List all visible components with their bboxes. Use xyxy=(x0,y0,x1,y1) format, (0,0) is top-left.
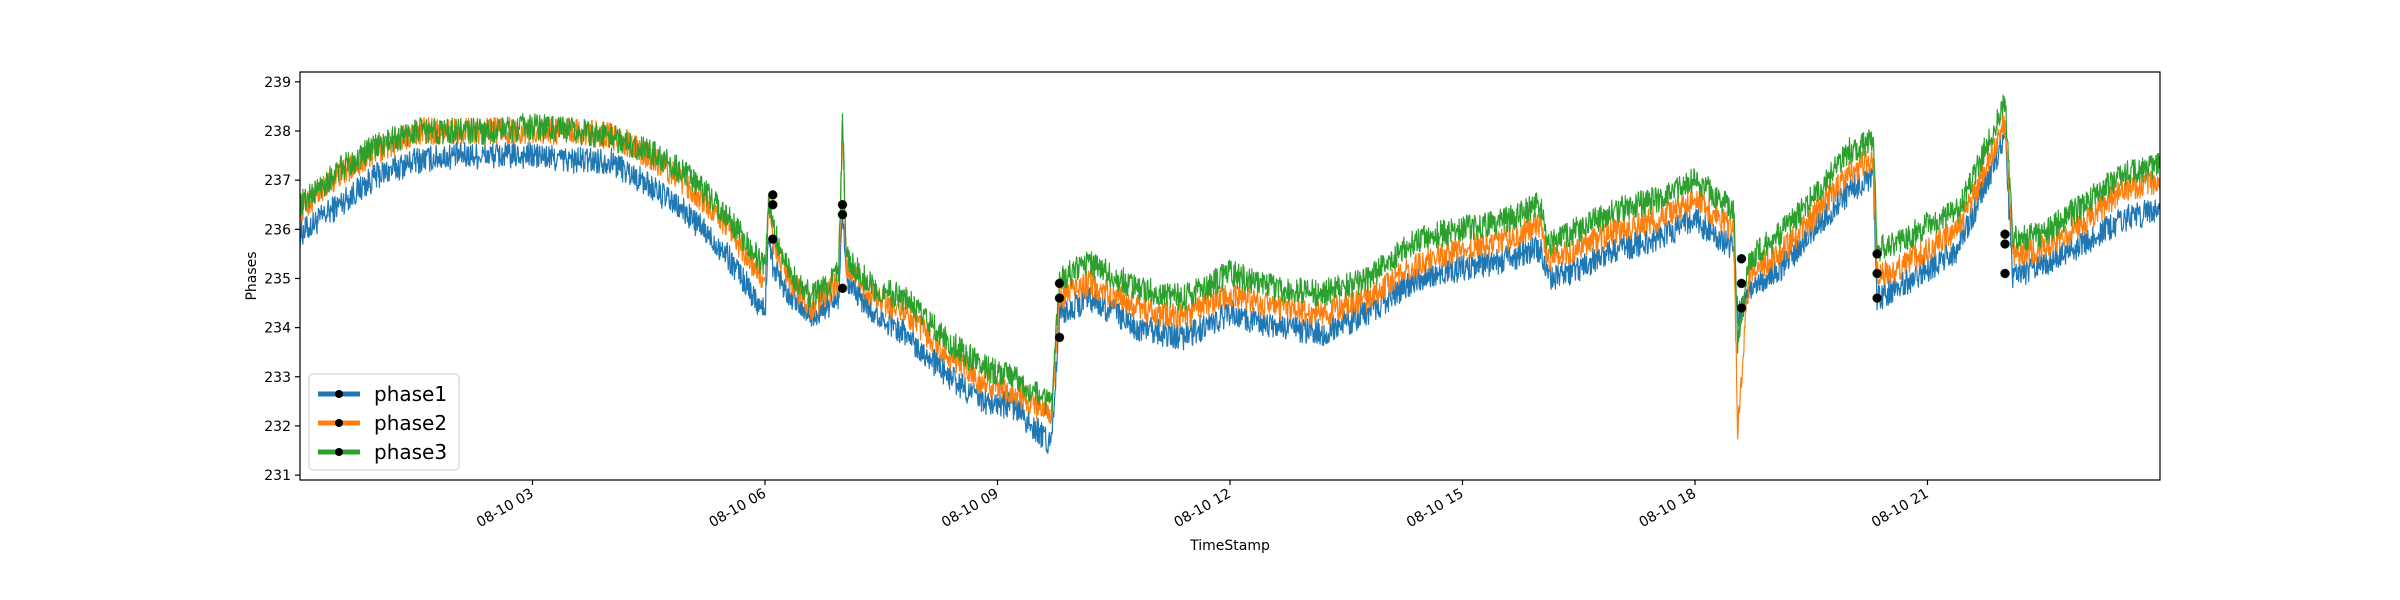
x-axis-label: TimeStamp xyxy=(1189,538,1270,554)
marker-phase3 xyxy=(1872,249,1882,259)
y-tick-label: 239 xyxy=(264,75,291,91)
legend-label-phase2: phase2 xyxy=(374,411,447,435)
y-tick-label: 236 xyxy=(264,222,291,238)
x-axis: 08-10 03 08-10 06 08-10 09 08-10 12 08-10 15… xyxy=(474,480,1932,531)
marker-phase2 xyxy=(837,209,848,220)
x-tick-label: 08-10 03 xyxy=(474,486,537,531)
y-tick-label: 232 xyxy=(264,419,291,435)
x-tick-label: 08-10 21 xyxy=(1869,486,1932,531)
marker-phase3 xyxy=(1054,278,1065,289)
legend: phase1 phase2 phase3 xyxy=(308,373,460,471)
marker-phase2 xyxy=(2000,229,2010,239)
legend-marker-phase1 xyxy=(335,390,343,398)
series-line-phase1 xyxy=(299,127,2161,454)
y-tick-label: 231 xyxy=(264,468,291,484)
legend-items: phase1 phase2 phase3 xyxy=(318,382,447,464)
marker-phase2 xyxy=(1872,268,1882,279)
marker-phase2 xyxy=(768,190,778,200)
legend-marker-phase2 xyxy=(335,419,343,427)
legend-label-phase1: phase1 xyxy=(374,382,447,406)
x-tick-label: 08-10 09 xyxy=(939,486,1002,531)
y-tick-label: 235 xyxy=(264,271,291,287)
y-axis: 231 232 233 234 235 236 237 238 239 xyxy=(264,75,300,484)
marker-phase1 xyxy=(2000,268,2010,279)
marker-phase1 xyxy=(1736,303,1747,313)
y-tick-label: 233 xyxy=(264,370,291,386)
marker-phase1 xyxy=(1872,293,1882,303)
marker-phase1 xyxy=(1054,332,1065,343)
marker-phase3 xyxy=(837,199,848,210)
x-tick-label: 08-10 12 xyxy=(1171,486,1234,531)
marker-phase3 xyxy=(768,199,778,210)
y-tick-label: 234 xyxy=(264,321,291,337)
x-tick-label: 08-10 06 xyxy=(706,486,769,531)
x-tick-label: 08-10 15 xyxy=(1404,486,1467,531)
marker-phase1 xyxy=(768,234,778,244)
y-tick-label: 237 xyxy=(264,173,291,189)
legend-label-phase3: phase3 xyxy=(374,440,447,464)
legend-box xyxy=(308,373,460,471)
marker-layer xyxy=(768,190,2010,343)
marker-phase2 xyxy=(1736,278,1747,289)
marker-phase1 xyxy=(837,283,848,294)
y-tick-label: 238 xyxy=(264,124,291,140)
series-layer xyxy=(299,94,2161,454)
marker-phase2 xyxy=(1054,293,1065,303)
series-line-phase3 xyxy=(299,94,2161,414)
x-tick-label: 08-10 18 xyxy=(1636,486,1699,531)
marker-phase3 xyxy=(1736,254,1747,264)
marker-phase3 xyxy=(2000,239,2010,249)
y-axis-label: Phases xyxy=(244,251,260,300)
legend-marker-phase3 xyxy=(335,448,343,456)
